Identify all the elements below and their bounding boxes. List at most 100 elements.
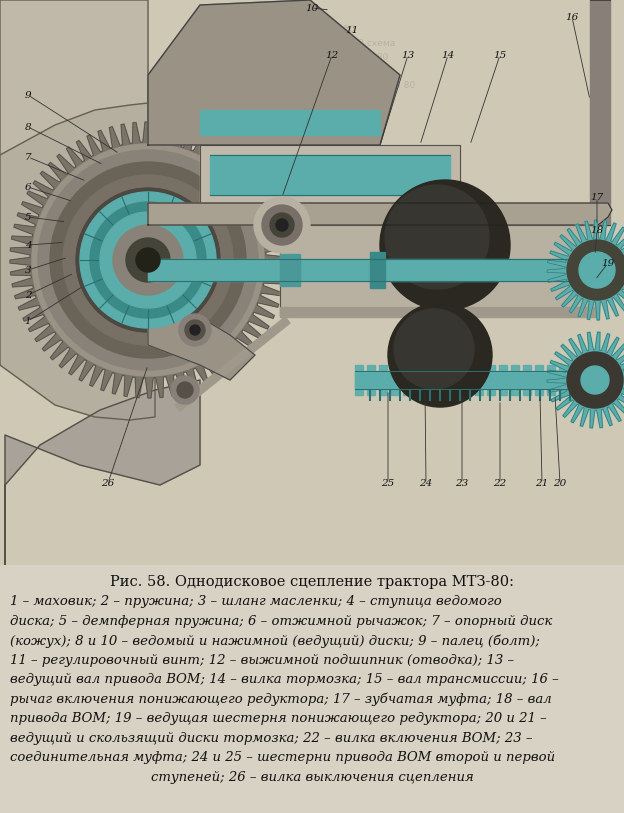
Text: 11 – регулировочный винт; 12 – выжимной подшипник (отводка); 13 –: 11 – регулировочный винт; 12 – выжимной … [10, 654, 514, 667]
Bar [499, 365, 507, 395]
Polygon shape [10, 122, 286, 398]
Bar [427, 365, 435, 395]
Circle shape [76, 188, 220, 332]
Bar [583, 365, 591, 395]
Bar [535, 365, 543, 395]
Circle shape [254, 197, 310, 253]
Bar [451, 365, 459, 395]
Bar [367, 365, 375, 395]
Text: 5: 5 [25, 212, 31, 221]
Bar [148, 259, 598, 281]
Text: Однодисковое сцепление трактора МТЗ 80: Однодисковое сцепление трактора МТЗ 80 [208, 81, 416, 90]
Circle shape [136, 248, 160, 272]
Circle shape [388, 303, 492, 407]
Polygon shape [175, 317, 290, 411]
Bar [523, 365, 531, 395]
Text: 12: 12 [325, 50, 339, 59]
Text: 20: 20 [553, 479, 567, 488]
Circle shape [50, 162, 246, 358]
Bar [210, 155, 450, 195]
Text: 19: 19 [602, 259, 615, 267]
Polygon shape [547, 332, 624, 428]
Text: ступеней; 26 – вилка выключения сцепления: ступеней; 26 – вилка выключения сцеплени… [150, 771, 474, 784]
Text: 8: 8 [25, 123, 31, 132]
Bar [370, 252, 385, 288]
Bar [595, 365, 603, 395]
Bar [379, 365, 387, 395]
Circle shape [385, 185, 489, 289]
Circle shape [171, 376, 199, 404]
Polygon shape [148, 203, 612, 225]
Circle shape [80, 192, 216, 328]
Text: рычаг включения понижающего редуктора; 17 – зубчатая муфта; 18 – вал: рычаг включения понижающего редуктора; 1… [10, 693, 552, 706]
Text: привода ВОМ; 19 – ведущая шестерня понижающего редуктора; 20 и 21 –: привода ВОМ; 19 – ведущая шестерня пониж… [10, 712, 547, 725]
Text: соединительная муфта; 24 и 25 – шестерни привода ВОМ второй и первой: соединительная муфта; 24 и 25 – шестерни… [10, 751, 555, 764]
Text: 15: 15 [494, 50, 507, 59]
Text: 14: 14 [441, 50, 455, 59]
Polygon shape [200, 110, 380, 135]
Polygon shape [280, 307, 598, 317]
Bar [590, 0, 610, 225]
Text: 25: 25 [381, 479, 394, 488]
Text: Рис. 58. Однодисковое сцепление трактора МТЗ-80:: Рис. 58. Однодисковое сцепление трактора… [110, 575, 514, 589]
Text: Сцепление в разрезе МТЗ 80: Сцепление в разрезе МТЗ 80 [243, 67, 381, 76]
Text: 16: 16 [565, 12, 578, 21]
Circle shape [262, 205, 302, 245]
Bar [355, 365, 363, 395]
Polygon shape [0, 103, 155, 420]
Circle shape [179, 314, 211, 346]
Circle shape [380, 180, 510, 310]
Text: Устройство промежутки МТЗ 80: Устройство промежутки МТЗ 80 [235, 53, 389, 62]
Text: 18: 18 [590, 225, 603, 234]
Bar [487, 365, 495, 395]
Circle shape [581, 366, 609, 394]
Text: 3: 3 [25, 266, 31, 275]
Circle shape [126, 238, 170, 282]
Text: 26: 26 [101, 479, 115, 488]
Bar [439, 365, 447, 395]
Bar [403, 365, 411, 395]
Bar [355, 371, 610, 389]
Bar [415, 365, 423, 395]
Text: 1: 1 [25, 316, 31, 325]
Text: ведущий вал привода ВОМ; 14 – вилка тормозка; 15 – вал трансмиссии; 16 –: ведущий вал привода ВОМ; 14 – вилка торм… [10, 673, 558, 686]
Bar [475, 365, 483, 395]
Text: 2: 2 [25, 290, 31, 299]
Circle shape [63, 175, 233, 345]
Bar [391, 365, 399, 395]
Circle shape [185, 320, 205, 340]
Circle shape [32, 144, 264, 376]
Circle shape [276, 219, 288, 231]
Text: 7: 7 [25, 153, 31, 162]
Text: ведущий и скользящий диски тормозка; 22 – вилка включения ВОМ; 23 –: ведущий и скользящий диски тормозка; 22 … [10, 732, 532, 745]
Text: 4: 4 [25, 241, 31, 250]
Bar [511, 365, 519, 395]
Text: 6: 6 [25, 182, 31, 192]
Polygon shape [5, 380, 200, 565]
Polygon shape [200, 145, 460, 203]
Circle shape [579, 252, 615, 288]
Bar [547, 365, 555, 395]
Polygon shape [148, 307, 255, 380]
Text: 17: 17 [590, 193, 603, 202]
Text: диска; 5 – демпферная пружина; 6 – отжимной рычажок; 7 – опорный диск: диска; 5 – демпферная пружина; 6 – отжим… [10, 615, 552, 628]
Text: 24: 24 [419, 479, 432, 488]
Polygon shape [547, 220, 624, 320]
Polygon shape [0, 0, 148, 175]
Circle shape [177, 382, 193, 398]
Circle shape [567, 352, 623, 408]
Text: 21: 21 [535, 479, 548, 488]
Text: 11: 11 [345, 25, 359, 34]
Circle shape [90, 202, 206, 318]
Text: 10: 10 [305, 3, 319, 12]
Text: 9: 9 [25, 90, 31, 99]
Polygon shape [148, 0, 400, 145]
Circle shape [100, 212, 196, 308]
Circle shape [567, 240, 624, 300]
Circle shape [38, 150, 258, 370]
Text: (кожух); 8 и 10 – ведомый и нажимной (ведущий) диски; 9 – палец (болт);: (кожух); 8 и 10 – ведомый и нажимной (ве… [10, 634, 540, 647]
Text: Сцепление трактора МТЗ 82 схема: Сцепление трактора МТЗ 82 схема [228, 39, 396, 48]
Text: 22: 22 [494, 479, 507, 488]
Text: 13: 13 [401, 50, 414, 59]
Polygon shape [280, 225, 598, 315]
